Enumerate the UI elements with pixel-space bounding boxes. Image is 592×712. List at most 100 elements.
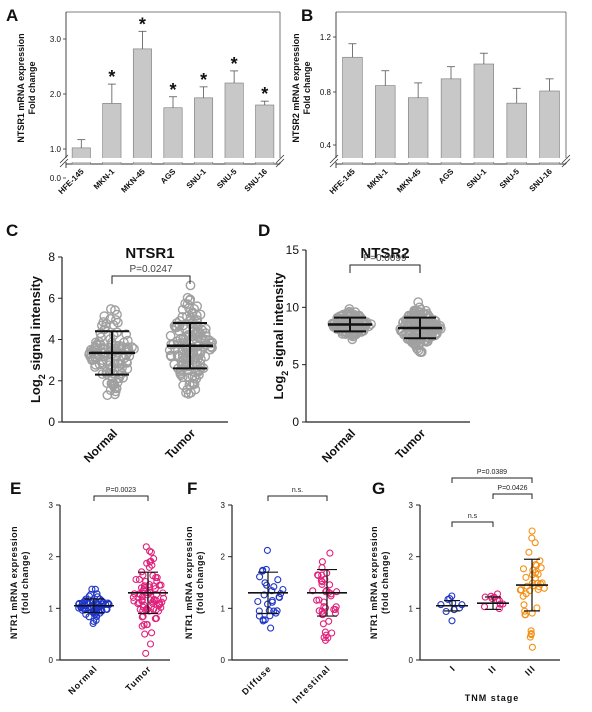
data-point <box>121 329 132 340</box>
data-point <box>525 548 533 556</box>
data-point <box>437 601 445 609</box>
data-point <box>165 350 176 361</box>
data-point <box>309 587 317 595</box>
x-tick-label: MKN-45 <box>395 167 423 195</box>
data-point <box>132 575 140 584</box>
y-tick-label: 1.0 <box>50 145 62 154</box>
y-tick-label: 1 <box>409 604 414 613</box>
y-tick-label: 1 <box>221 604 226 613</box>
bar <box>224 82 244 165</box>
bar <box>194 97 214 165</box>
p-value-label: P=0.0389 <box>477 469 507 476</box>
data-point <box>99 324 110 335</box>
data-point <box>170 343 181 354</box>
data-point <box>351 318 362 328</box>
bar <box>375 85 396 165</box>
data-point <box>122 357 132 368</box>
data-point <box>527 627 535 635</box>
significance-bracket <box>492 493 533 499</box>
subscript: 2 <box>280 371 290 376</box>
data-point <box>116 359 127 369</box>
y-tick-label: 15 <box>286 243 300 257</box>
data-point <box>529 566 537 574</box>
data-point <box>182 299 193 309</box>
data-point <box>495 605 503 613</box>
data-point <box>527 630 535 638</box>
data-point <box>122 363 133 374</box>
data-point <box>256 573 264 581</box>
bar <box>440 78 462 165</box>
data-point <box>82 610 90 618</box>
data-point <box>92 616 100 624</box>
significance-star: * <box>169 80 176 100</box>
subscript: 2 <box>37 374 47 379</box>
data-point <box>190 384 201 395</box>
panel-e: 0 1 2 3 Normal Tumor NTR1 mRNA expression (fold… <box>9 487 170 697</box>
y-tick-label: 1 <box>49 604 54 613</box>
y-tick-label: 6 <box>48 291 55 305</box>
data-point <box>147 557 155 565</box>
data-point <box>444 595 452 603</box>
data-point <box>534 570 542 578</box>
axis-break-mark <box>275 154 285 164</box>
x-axis-label: TNM stage <box>465 693 520 703</box>
data-point <box>533 604 541 612</box>
significance-bracket <box>349 264 421 273</box>
y-tick-label: 2 <box>49 553 54 562</box>
x-tick-label: AGS <box>159 167 178 186</box>
y-axis-label: NTR1 mRNA expression <box>369 526 379 639</box>
data-point <box>531 539 539 547</box>
data-point <box>274 576 282 584</box>
x-tick-label: SNU-1 <box>465 167 489 191</box>
data-point <box>318 558 326 566</box>
data-point <box>321 628 329 636</box>
data-point <box>193 369 204 380</box>
y-tick-label: 8 <box>48 250 55 264</box>
data-point <box>93 593 102 601</box>
data-point <box>194 364 205 375</box>
x-tick-label: SNU-16 <box>243 167 270 194</box>
y-axis-label: NTR1 mRNA expression <box>9 526 19 639</box>
significance-star: * <box>139 14 146 34</box>
significance-star: * <box>108 67 115 87</box>
panel-letter-e: E <box>10 479 21 498</box>
x-tick-label: HFE-145 <box>57 167 86 196</box>
x-tick-label: Normal <box>66 663 99 696</box>
p-value-label: n.s. <box>292 487 303 494</box>
x-tick-label: MKN-45 <box>119 167 147 195</box>
data-point <box>148 629 156 637</box>
x-tick-label: MKN-1 <box>365 167 390 192</box>
axis-break-mark <box>59 158 69 168</box>
axis-break-mark <box>561 154 571 164</box>
data-point <box>521 611 530 619</box>
y-tick-label: 2 <box>48 374 55 388</box>
x-tick-label: Normal <box>81 426 120 465</box>
data-point <box>314 571 322 579</box>
x-tick-label: SNU-1 <box>185 167 209 191</box>
panel-b: 0.4 0.8 1.2 HFE-145 MKN-1 MKN-45 AGS SNU-1 SNU-5… <box>291 11 574 196</box>
data-point <box>99 311 110 321</box>
y-tick-label: 0.8 <box>320 88 332 97</box>
data-point <box>138 622 146 630</box>
data-point <box>96 609 104 617</box>
data-point <box>275 593 283 602</box>
data-point <box>93 590 101 598</box>
data-point <box>487 592 495 600</box>
axis-break-mark <box>275 158 285 168</box>
y-tick-label: 3 <box>49 501 54 510</box>
data-point <box>326 549 334 557</box>
data-point <box>337 313 348 324</box>
data-point <box>112 309 122 320</box>
y-tick-label: 0 <box>48 415 55 429</box>
y-axis-label: NTSR1 mRNA expression <box>16 33 26 142</box>
data-point <box>409 315 419 325</box>
bar <box>102 103 122 165</box>
y-axis-label: Fold change <box>302 61 312 114</box>
bar <box>473 63 495 165</box>
bar <box>506 102 527 165</box>
data-point <box>92 340 103 351</box>
data-point <box>177 304 188 315</box>
data-point <box>145 580 153 589</box>
y-axis-label: Log2 signal intensity <box>271 272 290 400</box>
